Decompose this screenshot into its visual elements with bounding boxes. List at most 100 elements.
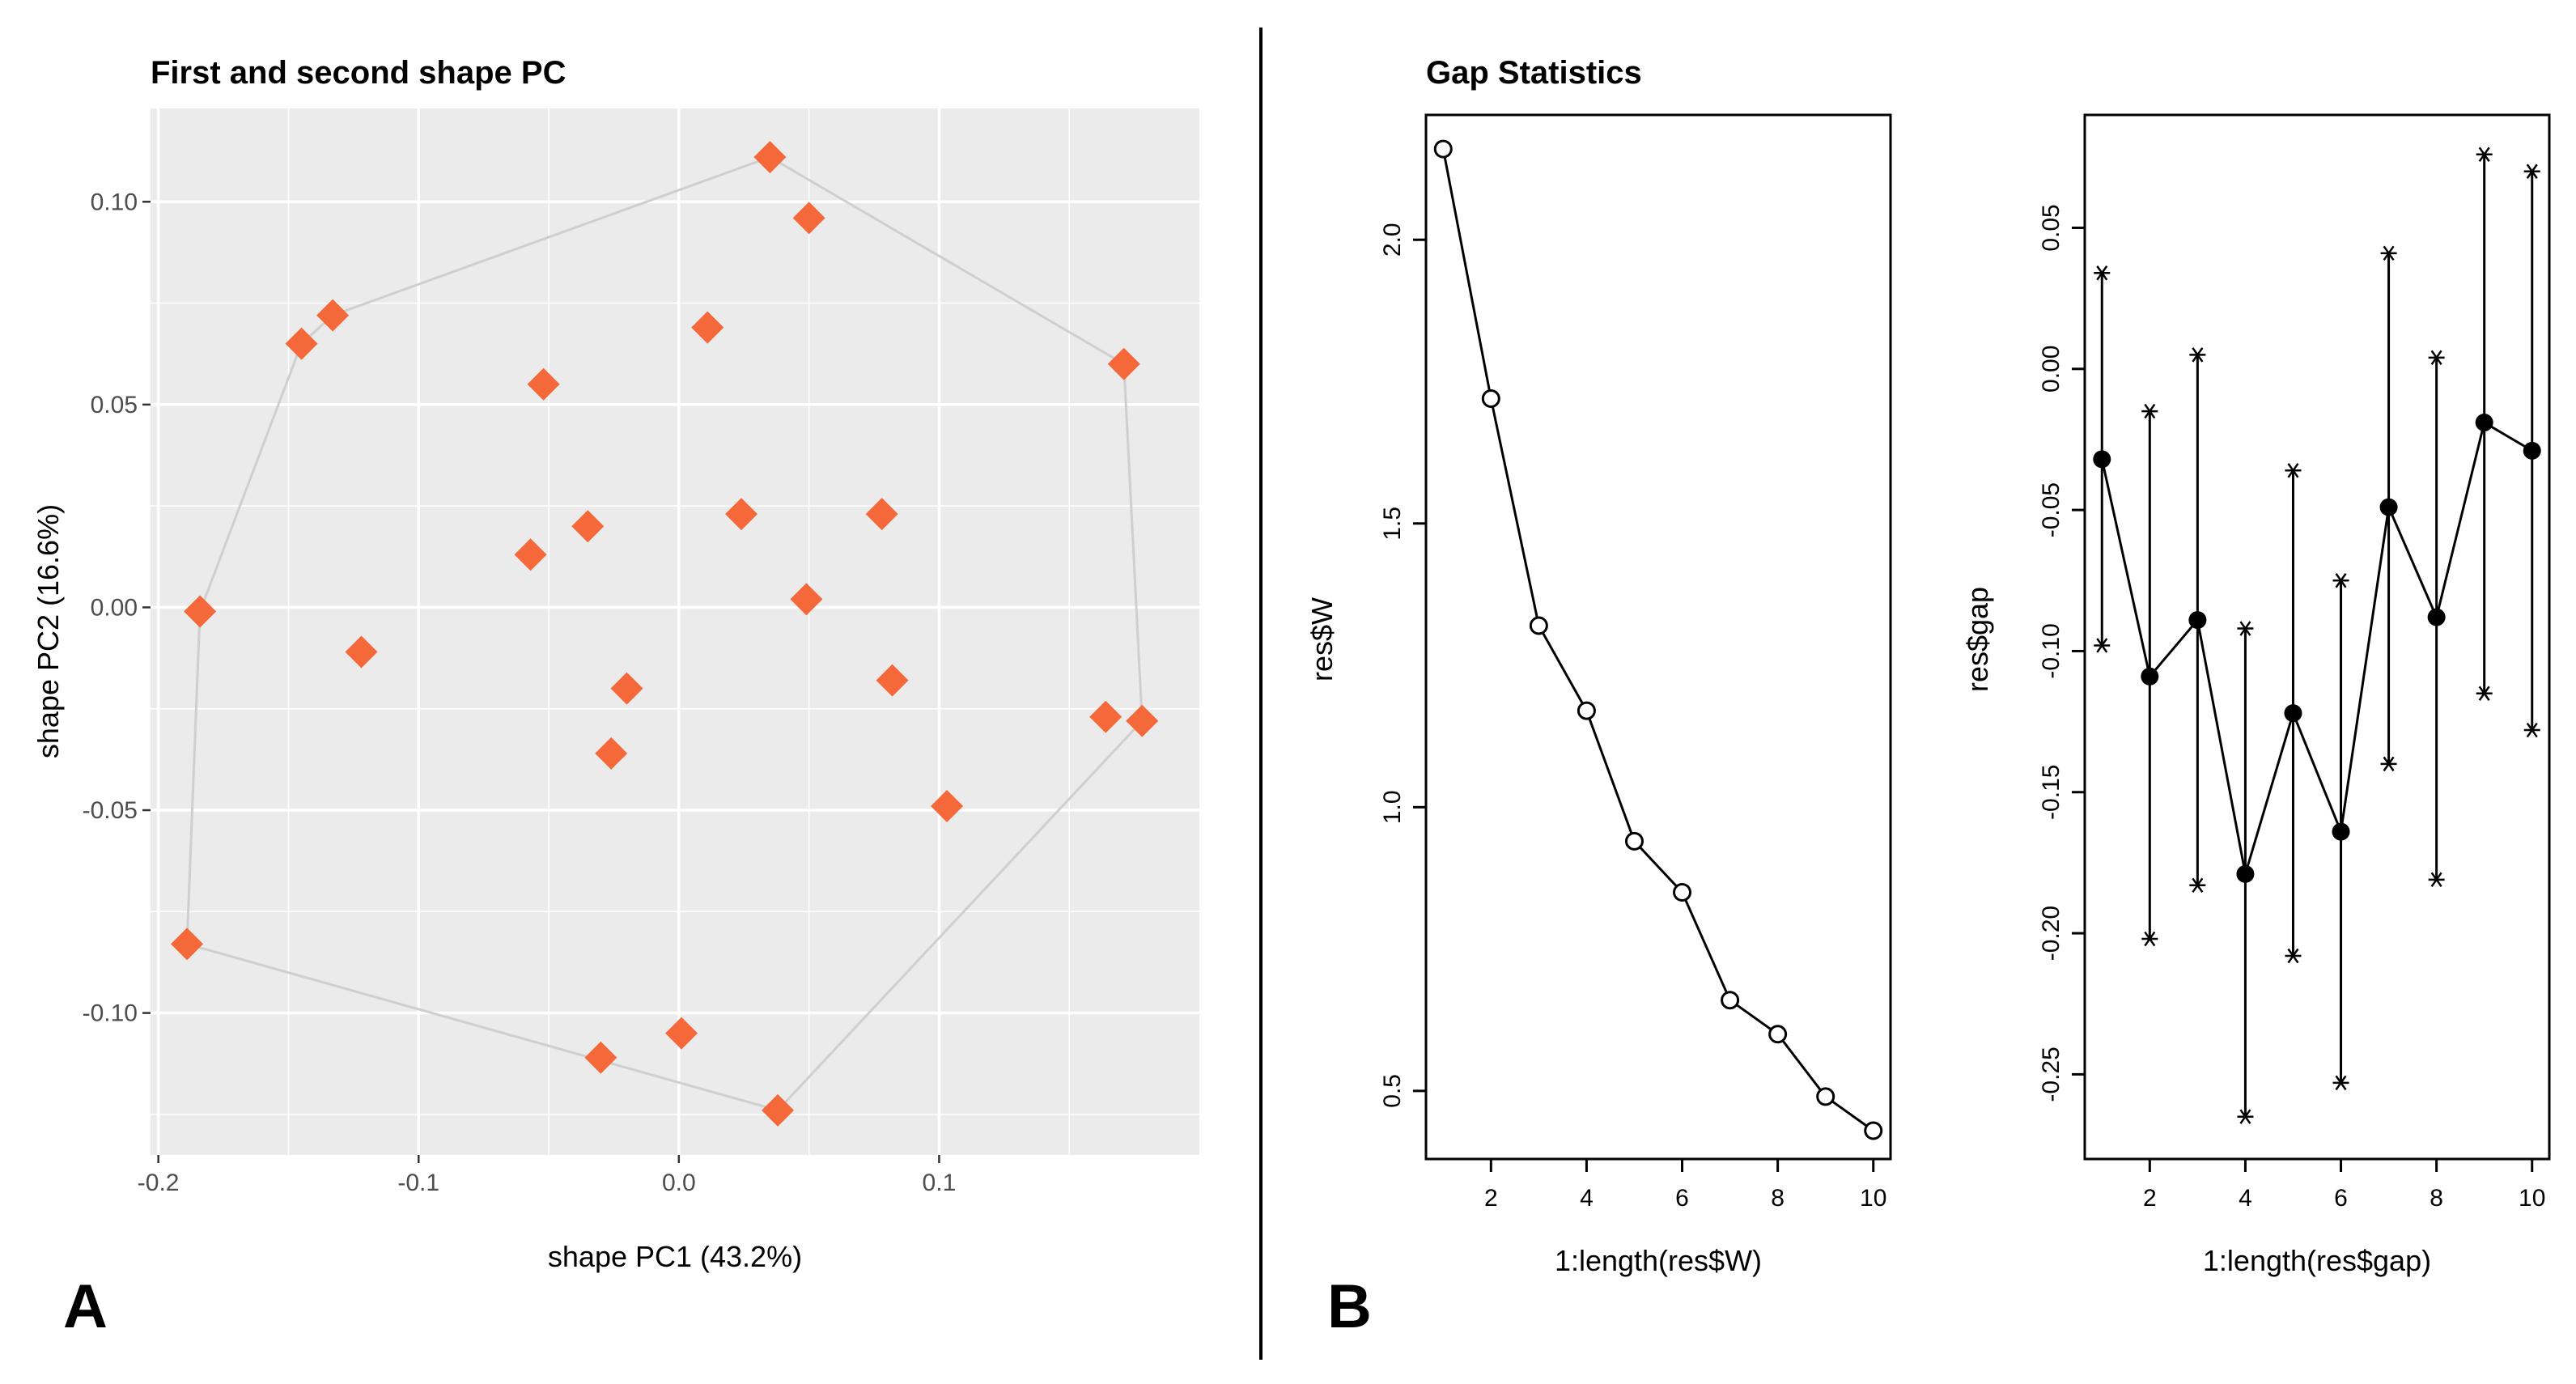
- x-tick-label: 4: [1580, 1185, 1594, 1212]
- asterisk-stroke: [2144, 931, 2156, 947]
- error-bar-asterisk: [2380, 245, 2397, 261]
- scatter-points: [171, 141, 1159, 1127]
- asterisk-stroke: [2430, 350, 2442, 366]
- asterisk-stroke: [2096, 265, 2108, 281]
- scatter-y-axis-label: shape PC2 (16.6%): [32, 504, 65, 758]
- x-tick-label: -0.2: [138, 1170, 180, 1196]
- gap-statistics-panel: Gap Statistics 2 4 6 8 10 0.5 1.0 1.5 2.0 1:leng…: [1305, 55, 2551, 1341]
- scatter-point: [527, 367, 560, 401]
- scatter-point: [345, 635, 378, 669]
- x-tick-label: 10: [2519, 1185, 2545, 1212]
- scatter-point: [762, 1093, 795, 1127]
- x-tick-label: 2: [2143, 1185, 2157, 1212]
- error-bar-asterisk: [2332, 1075, 2349, 1091]
- scatter-x-axis-label: shape PC1 (43.2%): [548, 1240, 802, 1273]
- error-bar-asterisk: [2141, 931, 2158, 947]
- y-tick-label: 1.0: [1379, 790, 1406, 824]
- asterisk-stroke: [2335, 1075, 2347, 1091]
- w-point: [1624, 831, 1644, 851]
- error-bar-asterisk: [2476, 146, 2493, 163]
- scatter-point: [865, 498, 898, 531]
- w-point: [1673, 882, 1692, 902]
- asterisk-stroke: [2383, 756, 2395, 772]
- error-bar-asterisk: [2428, 872, 2445, 888]
- x-tick-label: 4: [2239, 1185, 2252, 1212]
- scatter-point: [1126, 704, 1159, 737]
- error-bar-asterisk: [2094, 638, 2111, 653]
- error-bar-asterisk: [2428, 350, 2445, 366]
- asterisk-stroke: [2383, 245, 2395, 261]
- gap-series-line: [2100, 420, 2533, 875]
- scatter-point: [514, 538, 547, 571]
- gap-point: [2332, 822, 2350, 841]
- scatter-point: [665, 1017, 698, 1050]
- gap-point: [2093, 450, 2111, 469]
- error-bar-asterisk: [2237, 1109, 2254, 1124]
- y-tick-label: -0.10: [2038, 623, 2065, 678]
- scatter-point: [584, 1041, 617, 1074]
- error-bar-asterisk: [2094, 265, 2111, 281]
- w-x-axis-label: 1:length(res$W): [1555, 1244, 1762, 1277]
- scatter-panel: First and second shape PC -0.2 -0.1 0.0 0.1…: [32, 55, 1199, 1341]
- y-tick-label: -0.10: [83, 1000, 138, 1027]
- w-point: [1816, 1087, 1835, 1106]
- scatter-point: [184, 595, 217, 628]
- asterisk-stroke: [2335, 573, 2347, 588]
- scatter-point: [595, 737, 628, 770]
- asterisk-stroke: [2526, 722, 2538, 738]
- w-point: [1577, 701, 1596, 720]
- w-point: [1864, 1121, 1883, 1140]
- x-tick-label: 2: [1484, 1185, 1498, 1212]
- y-tick-label: 0.00: [2038, 346, 2065, 393]
- gap-error-bars: [2094, 146, 2540, 1124]
- scatter-title: First and second shape PC: [151, 55, 566, 91]
- asterisk-stroke: [2478, 146, 2490, 163]
- gap-point: [2236, 864, 2255, 883]
- scatter-point: [1107, 347, 1140, 380]
- gap-plot-ticks: 2 4 6 8 10 0.05 0.00 -0.05 -0.10 -0.15 -0.20 -0.25: [2038, 204, 2545, 1212]
- scatter-point: [876, 664, 909, 697]
- asterisk-stroke: [2287, 463, 2299, 478]
- x-tick-label: 6: [1675, 1185, 1689, 1212]
- scatter-y-ticks: 0.10 0.05 0.00 -0.05 -0.10: [83, 189, 151, 1027]
- x-tick-label: 10: [1860, 1185, 1886, 1212]
- asterisk-stroke: [2478, 686, 2490, 701]
- y-tick-label: -0.05: [83, 797, 138, 824]
- w-point: [1481, 389, 1500, 409]
- w-point: [1529, 616, 1548, 635]
- y-tick-label: 0.05: [2038, 204, 2065, 251]
- error-bar-asterisk: [2285, 948, 2302, 964]
- y-tick-label: 1.5: [1379, 507, 1406, 541]
- x-tick-label: 0.0: [662, 1170, 696, 1196]
- scatter-point: [790, 583, 823, 616]
- gap-point: [2141, 667, 2159, 686]
- y-tick-label: -0.20: [2038, 906, 2065, 961]
- scatter-x-ticks: -0.2 -0.1 0.0 0.1: [138, 1155, 956, 1196]
- w-point: [1433, 139, 1453, 159]
- asterisk-stroke: [2526, 163, 2538, 179]
- x-tick-label: -0.1: [397, 1170, 439, 1196]
- scatter-plot-background: [151, 108, 1199, 1155]
- scatter-point: [691, 311, 724, 344]
- asterisk-stroke: [2192, 347, 2204, 363]
- y-tick-label: 0.10: [91, 189, 138, 215]
- y-tick-label: -0.25: [2038, 1046, 2065, 1102]
- asterisk-stroke: [2239, 621, 2251, 636]
- error-bar-asterisk: [2189, 347, 2206, 363]
- gap-point: [2475, 414, 2493, 432]
- w-series-line: [1441, 148, 1874, 1132]
- scatter-point: [792, 202, 825, 235]
- x-tick-label: 6: [2334, 1185, 2348, 1212]
- x-tick-label: 8: [1771, 1185, 1785, 1212]
- error-bar-asterisk: [2141, 403, 2158, 419]
- scatter-point: [285, 327, 318, 360]
- w-series-points: [1433, 139, 1883, 1140]
- gap-series-points: [2093, 414, 2541, 883]
- scatter-point: [171, 928, 204, 961]
- w-plot-ticks: 2 4 6 8 10 0.5 1.0 1.5 2.0: [1379, 223, 1886, 1212]
- asterisk-stroke: [2239, 1109, 2251, 1124]
- y-tick-label: 0.5: [1379, 1074, 1406, 1108]
- panel-letter-a: A: [63, 1272, 108, 1341]
- w-y-axis-label: res$W: [1305, 597, 1339, 681]
